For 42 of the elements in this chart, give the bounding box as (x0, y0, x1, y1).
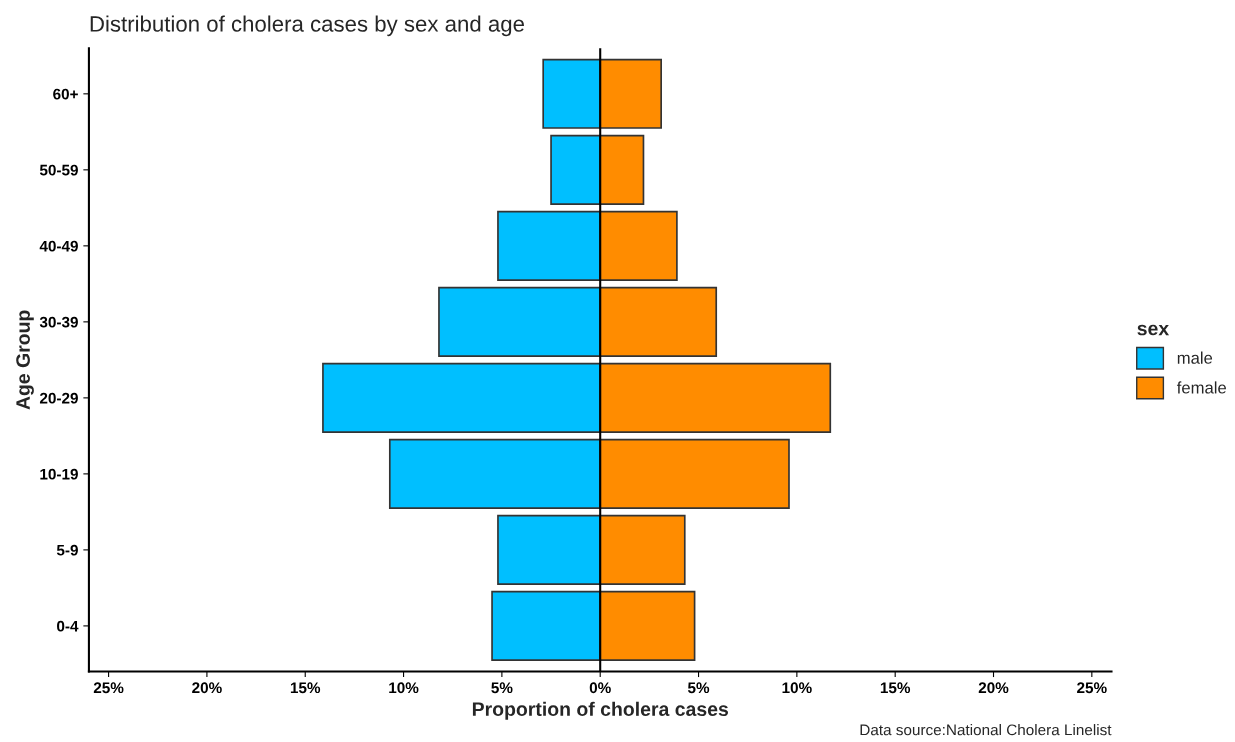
legend-label: female (1176, 381, 1227, 394)
x-tick-label: 10% (389, 682, 419, 694)
y-tick-label: 30-39 (39, 316, 78, 328)
x-tick-label: 20% (978, 682, 1009, 694)
x-tick-label: 15% (290, 682, 321, 694)
y-tick-label: 60+ (53, 88, 78, 100)
source-note: Data source:National Cholera Linelist (860, 724, 1112, 736)
y-tick-label: 20-29 (39, 392, 78, 404)
bar (599, 134, 645, 205)
legend-title: sex (1137, 324, 1170, 336)
y-tick-label: 50-59 (39, 164, 78, 176)
x-tick-label: 25% (93, 682, 124, 694)
x-tick-label: 25% (1077, 682, 1107, 694)
bar (497, 210, 602, 281)
bar (599, 210, 678, 281)
bar (599, 286, 718, 357)
bar (599, 514, 686, 585)
y-tick-label: 40-49 (39, 240, 78, 252)
bar (542, 58, 602, 129)
x-tick-label: 20% (192, 682, 222, 694)
y-axis-title: Age Group (16, 310, 34, 410)
bar (438, 286, 602, 357)
bar (599, 58, 663, 129)
bar (550, 134, 602, 205)
x-tick-label: 10% (782, 682, 812, 694)
bar (599, 590, 696, 661)
bar (497, 514, 602, 585)
y-tick-label: 10-19 (40, 468, 78, 480)
x-tick-label: 5% (687, 682, 710, 694)
x-tick-label: 15% (880, 682, 911, 694)
bar (491, 590, 602, 661)
bar (599, 362, 832, 433)
y-tick-label: 0-4 (57, 620, 79, 632)
x-tick-label: 0% (589, 682, 611, 694)
y-tick-label: 5-9 (56, 544, 78, 556)
bar (322, 362, 602, 433)
legend-label: male (1177, 351, 1213, 364)
bar (388, 438, 602, 509)
chart-title: Distribution of cholera cases by sex and age (90, 15, 524, 37)
x-tick-label: 5% (491, 682, 513, 694)
x-axis-title: Proportion of cholera cases (472, 701, 728, 720)
bar (599, 438, 790, 509)
